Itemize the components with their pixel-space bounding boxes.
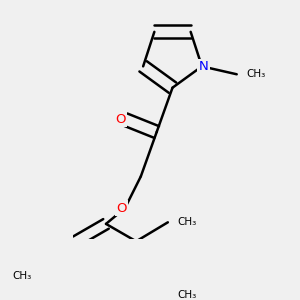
Text: N: N <box>199 60 208 73</box>
Text: CH₃: CH₃ <box>177 217 196 227</box>
Text: O: O <box>117 202 127 214</box>
Text: CH₃: CH₃ <box>177 290 196 300</box>
Text: CH₃: CH₃ <box>12 271 32 281</box>
Text: O: O <box>115 113 125 126</box>
Text: CH₃: CH₃ <box>246 69 266 79</box>
